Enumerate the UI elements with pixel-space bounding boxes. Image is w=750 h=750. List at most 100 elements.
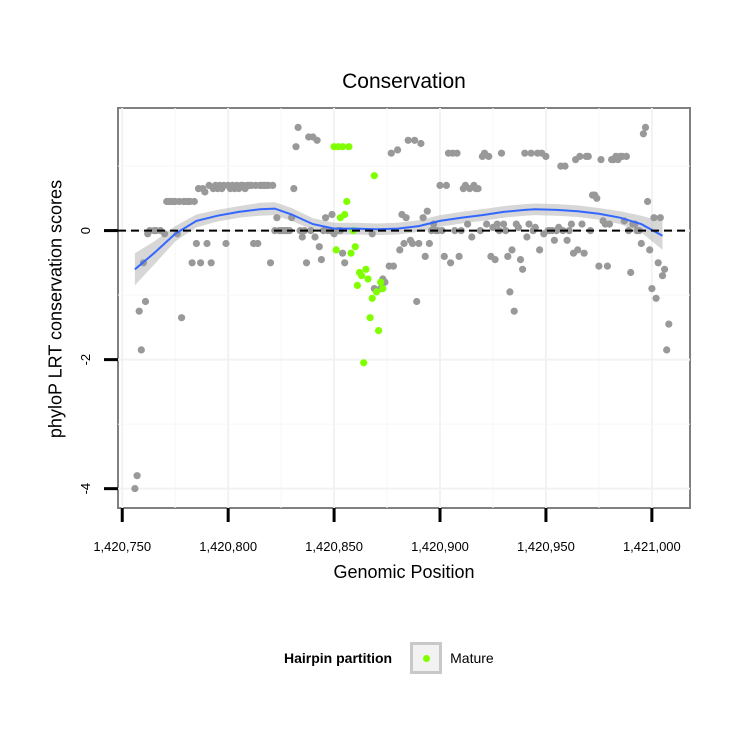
data-point — [188, 259, 196, 267]
legend-key-mature — [410, 642, 443, 674]
data-point — [203, 239, 211, 248]
data-point — [648, 285, 656, 293]
data-point — [644, 197, 652, 206]
data-point — [436, 181, 444, 189]
x-tick-label: 1,420,750 — [93, 539, 151, 554]
data-point — [483, 220, 491, 228]
data-point — [516, 256, 525, 264]
data-point — [400, 239, 408, 248]
data-point — [302, 259, 311, 267]
data-point — [161, 230, 169, 238]
plot-panel — [117, 107, 691, 509]
data-point — [497, 149, 506, 157]
data-point — [339, 249, 347, 257]
data-point — [447, 259, 455, 267]
data-point — [396, 246, 404, 254]
data-point — [131, 485, 139, 493]
data-point — [595, 262, 603, 270]
y-axis-label: phyloP LRT conservation scores — [45, 179, 66, 439]
data-point — [254, 239, 262, 248]
mature-data-point — [341, 210, 349, 219]
mature-data-point — [351, 243, 359, 251]
data-point — [622, 152, 631, 160]
data-point — [531, 223, 539, 231]
data-point — [419, 214, 427, 222]
data-point — [605, 220, 614, 228]
data-point — [178, 314, 186, 322]
data-point — [542, 152, 550, 160]
data-point — [413, 297, 421, 306]
data-point — [442, 181, 450, 189]
mature-data-point — [358, 272, 366, 280]
mature-data-point — [377, 278, 385, 286]
mature-data-point — [368, 294, 376, 302]
data-point — [425, 239, 433, 248]
data-point — [639, 130, 648, 138]
data-point — [506, 288, 514, 296]
x-tick-label: 1,420,900 — [411, 539, 469, 554]
data-point — [315, 243, 323, 251]
data-point — [137, 346, 145, 354]
data-point — [394, 146, 402, 154]
data-point — [464, 220, 472, 228]
data-point — [294, 123, 302, 131]
data-point — [527, 149, 535, 157]
mature-data-point — [375, 327, 383, 335]
data-point — [476, 227, 484, 235]
data-point — [192, 239, 200, 248]
data-point — [322, 214, 330, 222]
data-point — [652, 294, 660, 302]
x-tick-label: 1,421,000 — [623, 539, 681, 554]
data-point — [508, 246, 516, 254]
data-point — [387, 149, 395, 157]
data-point — [493, 220, 501, 228]
data-point — [661, 265, 669, 273]
data-point — [510, 307, 518, 315]
data-point — [641, 123, 650, 131]
data-point — [574, 246, 582, 254]
mature-data-point — [379, 285, 387, 293]
data-point — [455, 252, 463, 260]
data-point — [654, 259, 662, 267]
x-tick-label: 1,420,850 — [305, 539, 363, 554]
data-point — [421, 252, 429, 260]
data-point — [627, 268, 635, 277]
data-point — [584, 152, 592, 160]
data-point — [404, 136, 412, 144]
data-point — [561, 162, 569, 170]
data-point — [411, 136, 419, 144]
mature-data-point — [362, 265, 370, 273]
mature-data-point — [347, 249, 355, 257]
x-axis-label: Genomic Position — [333, 562, 475, 582]
data-point — [368, 230, 376, 238]
data-point — [451, 227, 459, 235]
data-point — [525, 220, 533, 228]
data-point — [415, 239, 423, 248]
mature-data-point — [360, 359, 368, 367]
data-point — [201, 188, 209, 196]
data-point — [197, 259, 205, 267]
confidence-ribbon-layer — [134, 202, 663, 286]
data-point — [567, 220, 576, 228]
data-point — [578, 220, 586, 228]
data-point — [453, 149, 461, 157]
data-point — [389, 262, 397, 270]
data-point — [468, 233, 476, 241]
smooth-line-layer — [134, 207, 663, 271]
data-point — [663, 346, 671, 354]
data-point — [656, 214, 664, 222]
data-point — [417, 139, 425, 148]
data-point — [580, 249, 588, 257]
data-point — [292, 143, 300, 151]
other-points-layer — [131, 123, 673, 493]
y-tick-label: -4 — [78, 483, 93, 495]
data-point — [563, 236, 571, 244]
y-tick-label: 0 — [78, 227, 93, 234]
data-point — [266, 259, 275, 267]
mature-data-point — [332, 246, 340, 254]
mature-data-point — [343, 197, 351, 206]
data-point — [504, 252, 512, 260]
legend: Hairpin partition Mature — [284, 640, 494, 676]
x-tick-label: 1,420,950 — [517, 539, 575, 554]
